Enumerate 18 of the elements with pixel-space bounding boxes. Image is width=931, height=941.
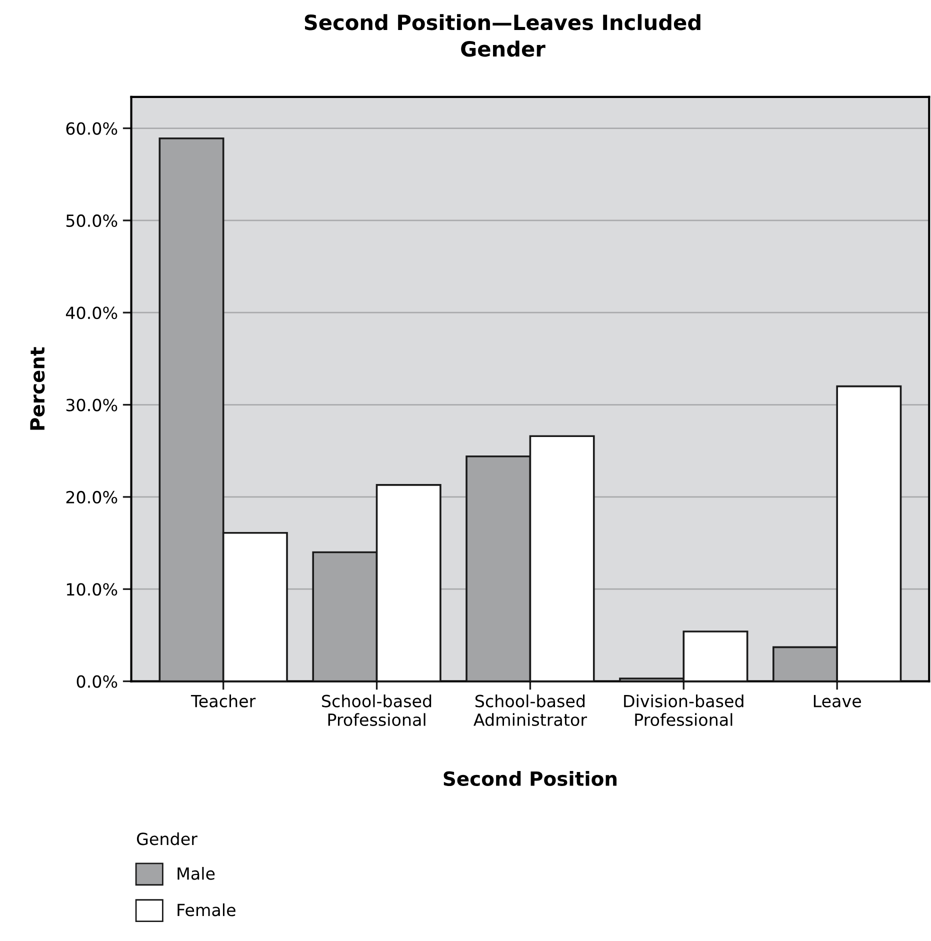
y-tick-label: 0.0%	[76, 675, 118, 688]
chart-title: Second Position—Leaves Included Gender	[304, 14, 700, 57]
legend-title: Gender	[136, 832, 198, 846]
y-axis-title: Percent	[30, 347, 45, 430]
y-tick-label: 30.0%	[66, 398, 118, 412]
x-tick-label: School-based Administrator	[474, 694, 588, 726]
y-tick-label: 40.0%	[66, 306, 118, 320]
legend-label: Female	[178, 903, 236, 916]
x-tick-label: Teacher	[190, 694, 256, 708]
y-tick-label: 60.0%	[66, 122, 118, 135]
y-tick-label: 20.0%	[66, 490, 118, 504]
x-tick-label: Division-based Professional	[624, 694, 744, 726]
legend-label: Male	[178, 866, 215, 880]
y-tick-label: 10.0%	[66, 583, 118, 596]
x-axis-title: Second Position	[444, 770, 616, 786]
y-tick-label: 50.0%	[66, 214, 118, 227]
x-tick-label: School-based Professional	[322, 694, 432, 726]
x-tick-label: Leave	[814, 694, 861, 708]
